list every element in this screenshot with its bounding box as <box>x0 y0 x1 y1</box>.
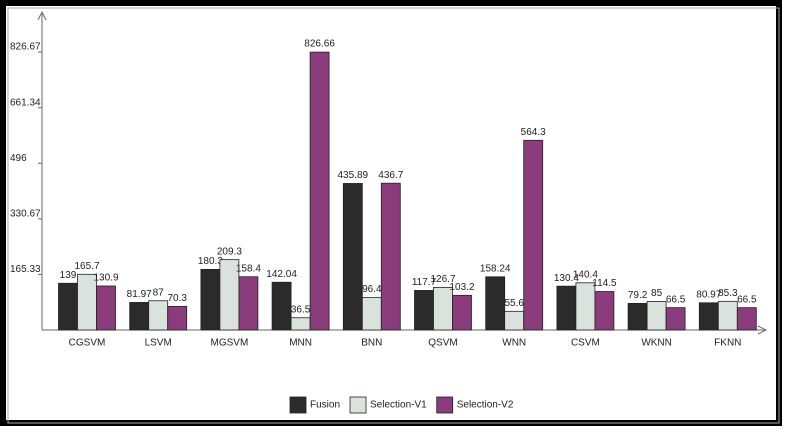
bar <box>736 307 757 331</box>
value-label: 130.9 <box>93 273 118 284</box>
frame-shadow <box>7 7 780 424</box>
bar <box>698 302 719 331</box>
x-tick-label: MGSVM <box>211 338 249 349</box>
bar <box>200 268 221 331</box>
value-label: 130.4 <box>554 273 579 284</box>
bar <box>129 302 150 331</box>
value-label: 85.3 <box>718 288 738 299</box>
bar <box>167 305 188 331</box>
x-tick-label: FKNN <box>714 338 741 349</box>
bar <box>485 276 506 331</box>
bar <box>452 294 472 331</box>
bar <box>556 285 577 331</box>
bar <box>58 282 78 331</box>
bar <box>96 285 116 331</box>
value-label: 117.7 <box>412 277 437 288</box>
value-label: 209.3 <box>217 246 242 257</box>
x-tick-label: MNN <box>289 338 312 349</box>
legend-swatch <box>436 396 454 414</box>
bar <box>342 183 363 331</box>
y-tick-label: 661.34 <box>10 97 41 108</box>
x-tick-label: CSVM <box>571 338 600 349</box>
bar <box>665 307 686 331</box>
value-label: 80.97 <box>696 289 721 300</box>
x-tick-label: QSVM <box>428 338 457 349</box>
bar <box>361 297 382 331</box>
value-label: 158.24 <box>480 263 511 274</box>
x-tick-label: BNN <box>361 338 382 349</box>
value-label: 66.5 <box>737 294 757 305</box>
value-label: 114.5 <box>592 278 617 289</box>
legend-label: Selection-V1 <box>370 400 427 411</box>
bar <box>414 290 434 331</box>
value-label: 142.04 <box>266 269 297 280</box>
x-tick-label: CGSVM <box>69 338 106 349</box>
value-label: 140.4 <box>573 269 598 280</box>
bar <box>575 282 596 331</box>
value-label: 79.2 <box>628 290 648 301</box>
value-label: 66.5 <box>666 294 686 305</box>
bar <box>504 310 525 331</box>
x-axis-arrow <box>757 325 768 335</box>
value-label: 436.7 <box>378 170 403 181</box>
y-axis-arrow <box>37 10 47 21</box>
value-label: 126.7 <box>430 274 455 285</box>
y-tick-label: 330.67 <box>10 208 41 219</box>
x-tick-label: LSVM <box>145 338 172 349</box>
x-tick-label: WKNN <box>641 338 672 349</box>
bar <box>238 276 259 331</box>
bar <box>271 281 292 331</box>
legend-label: Fusion <box>310 400 340 411</box>
value-label: 158.4 <box>236 263 261 274</box>
legend-swatch <box>289 396 307 414</box>
value-label: 96.4 <box>362 284 382 295</box>
bar <box>594 291 615 331</box>
value-label: 826.66 <box>304 39 335 50</box>
bar <box>646 301 667 331</box>
value-label: 103.2 <box>449 282 474 293</box>
y-tick-label: 165.33 <box>10 264 41 275</box>
value-label: 87 <box>153 287 165 298</box>
value-label: 70.3 <box>167 293 187 304</box>
bar <box>380 182 401 331</box>
legend-label: Selection-V2 <box>457 400 514 411</box>
y-tick-label: 826.67 <box>10 42 41 53</box>
x-tick-label: WNN <box>502 338 526 349</box>
value-label: 180.3 <box>198 256 223 267</box>
legend-swatch <box>349 396 367 414</box>
value-label: 564.3 <box>521 127 546 138</box>
y-tick-label: 496 <box>10 153 27 164</box>
bar <box>717 300 738 331</box>
value-label: 36.5 <box>291 304 311 315</box>
bar <box>148 300 169 331</box>
bar <box>523 139 544 331</box>
value-label: 81.97 <box>127 289 152 300</box>
value-label: 165.7 <box>74 261 99 272</box>
value-label: 435.89 <box>338 170 369 181</box>
value-label: 85 <box>651 288 663 299</box>
bar <box>290 317 311 331</box>
bar <box>309 51 330 331</box>
value-label: 139 <box>60 270 77 281</box>
bar <box>627 302 648 331</box>
value-label: 55.6 <box>504 298 524 309</box>
bar <box>433 287 453 331</box>
